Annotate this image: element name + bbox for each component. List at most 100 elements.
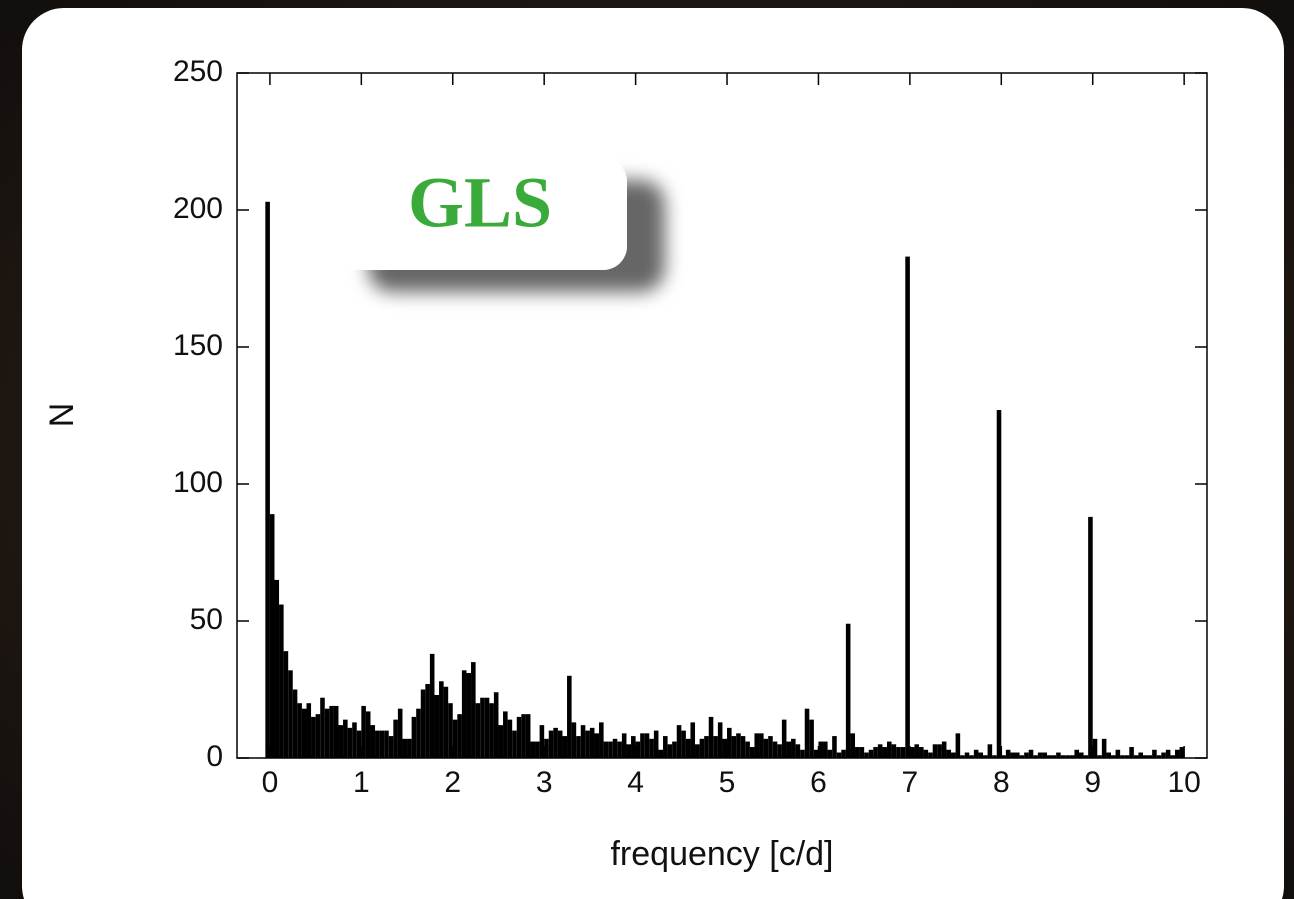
bar	[932, 744, 938, 758]
bar	[1106, 752, 1112, 758]
bar	[567, 675, 572, 758]
bar	[640, 733, 645, 758]
bar	[484, 697, 490, 758]
bar	[375, 730, 380, 758]
bar	[1083, 755, 1089, 758]
bar	[320, 697, 325, 758]
bar	[311, 716, 316, 758]
bar	[818, 741, 824, 758]
bar	[832, 736, 837, 758]
bar	[1065, 755, 1070, 758]
bar	[900, 747, 906, 758]
bar	[795, 744, 801, 758]
bar	[841, 749, 846, 758]
bar	[608, 741, 613, 758]
bar	[699, 738, 705, 758]
bar	[352, 722, 357, 758]
bar	[1047, 755, 1052, 758]
bar	[772, 741, 778, 758]
bar	[868, 749, 874, 758]
x-tick-label: 8	[993, 766, 1010, 799]
bar	[672, 741, 677, 758]
bar	[777, 744, 782, 758]
bar	[516, 716, 522, 758]
bar	[855, 747, 860, 758]
bar	[626, 744, 632, 758]
bar	[269, 514, 275, 758]
bar	[1115, 749, 1121, 758]
bar	[768, 736, 773, 758]
bar	[873, 747, 878, 758]
bar	[1179, 747, 1185, 758]
bar	[530, 741, 536, 758]
bar	[1024, 752, 1029, 758]
bar	[356, 730, 362, 758]
bar	[1010, 752, 1016, 758]
bar	[279, 604, 284, 758]
bar	[343, 719, 348, 758]
bar	[1133, 755, 1139, 758]
bar	[553, 727, 558, 758]
x-tick-label: 10	[1167, 766, 1200, 799]
bar	[324, 708, 330, 758]
bar	[923, 749, 929, 758]
bar	[882, 747, 888, 758]
bar	[489, 703, 494, 758]
bar	[425, 684, 430, 758]
bar	[1097, 755, 1102, 758]
y-tick-label: 150	[173, 329, 223, 362]
bar	[955, 733, 961, 758]
bar	[388, 736, 394, 758]
bar	[512, 730, 517, 758]
bar	[521, 714, 526, 758]
x-tick-label: 6	[810, 766, 827, 799]
bar	[1037, 752, 1043, 758]
bar	[951, 752, 956, 758]
bar	[1074, 749, 1080, 758]
bar	[525, 714, 531, 758]
bar	[676, 725, 682, 758]
bar	[836, 752, 842, 758]
bar	[1170, 755, 1176, 758]
bar	[731, 736, 737, 758]
bar	[1138, 752, 1144, 758]
bar	[1111, 755, 1116, 758]
bar	[1143, 755, 1148, 758]
bar	[653, 730, 659, 758]
bar	[736, 733, 741, 758]
bar	[439, 681, 444, 758]
bar	[749, 747, 755, 758]
bar	[585, 730, 590, 758]
bar	[969, 755, 974, 758]
bar	[983, 755, 988, 758]
bar	[557, 730, 563, 758]
bar	[1101, 738, 1107, 758]
bar	[416, 708, 421, 758]
bar	[681, 730, 686, 758]
y-tick-label: 250	[173, 55, 223, 88]
bar	[1042, 752, 1048, 758]
bar	[791, 738, 796, 758]
bar	[402, 738, 408, 758]
bar	[539, 725, 545, 758]
bar	[1019, 755, 1025, 758]
x-tick-label: 5	[719, 766, 736, 799]
bar	[763, 738, 769, 758]
bar	[407, 738, 412, 758]
bar	[1165, 749, 1171, 758]
bar	[292, 689, 298, 758]
marks	[265, 201, 1185, 758]
bar	[1033, 755, 1038, 758]
bar	[333, 705, 339, 758]
bar	[306, 703, 312, 758]
y-tick-label: 200	[173, 192, 223, 225]
bar	[845, 623, 851, 758]
bar	[864, 752, 869, 758]
bar	[919, 747, 924, 758]
bar	[466, 673, 472, 758]
bar	[891, 744, 897, 758]
bar	[1079, 752, 1084, 758]
bar	[503, 711, 508, 758]
